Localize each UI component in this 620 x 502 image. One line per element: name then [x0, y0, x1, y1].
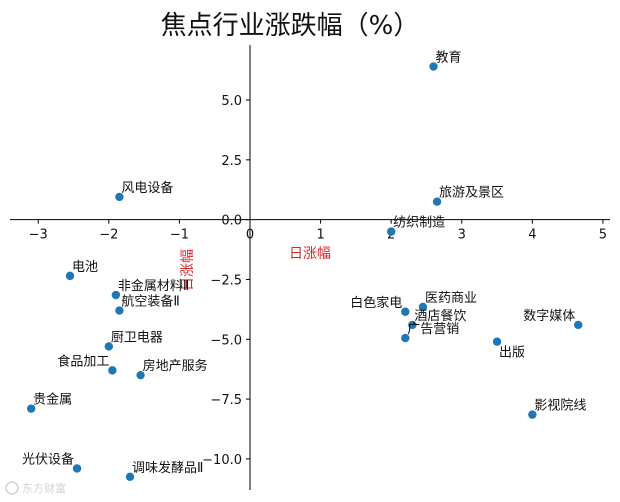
data-point	[574, 320, 583, 330]
y-tick-label: 5.0	[221, 94, 242, 109]
point-label: 出版	[499, 346, 525, 361]
point-label: 酒店餐饮	[414, 308, 466, 324]
x-tick-label: 5	[599, 228, 607, 243]
x-tick-label: 0	[246, 228, 254, 243]
point-label: 数字媒体	[523, 309, 575, 324]
y-tick-label: −2.5	[210, 273, 242, 288]
x-axis-label: 日涨幅	[289, 246, 331, 262]
watermark-text: 东方财富	[22, 481, 66, 495]
point-label: 非金属材料Ⅱ	[118, 278, 189, 294]
point-label: 电池	[72, 260, 98, 275]
data-point	[108, 366, 117, 375]
point-label: 贵金属	[33, 392, 72, 408]
x-tick-label: −2	[99, 228, 118, 243]
y-tick-label: −7.5	[210, 393, 242, 408]
x-tick-label: −3	[29, 228, 48, 243]
data-point	[115, 306, 124, 315]
data-point	[115, 192, 124, 202]
point-label: 厨卫电器	[111, 330, 163, 345]
x-tick-label: −1	[170, 228, 189, 243]
x-tick-label: 4	[528, 228, 536, 243]
point-label: 广告营销	[407, 322, 459, 337]
data-point	[104, 342, 114, 351]
y-tick-label: −10.0	[202, 453, 242, 468]
watermark: 东方财富	[5, 481, 66, 495]
point-label: 航空装备Ⅱ	[121, 294, 179, 310]
point-label: 房地产服务	[143, 358, 208, 374]
data-point	[386, 227, 396, 236]
data-point	[26, 404, 36, 413]
point-label: 医药商业	[425, 291, 477, 306]
data-point	[401, 307, 410, 316]
data-point	[492, 337, 502, 346]
y-ticks: −10.0 −7.5 −5.0 −2.5 0.0 2.5 5.0	[202, 94, 250, 468]
point-label: 调味发酵品Ⅱ	[132, 460, 203, 476]
x-tick-label: 1	[316, 228, 324, 243]
chart-title: 焦点行业涨跌幅（%）	[161, 11, 420, 41]
data-point	[429, 62, 438, 71]
y-tick-label: 0.0	[221, 214, 242, 229]
data-point	[136, 370, 145, 380]
point-label: 纺织制造	[393, 216, 445, 231]
point-label: 旅游及景区	[439, 186, 504, 201]
y-axis-label: 日涨幅	[180, 249, 196, 291]
data-point	[72, 464, 82, 473]
data-point	[125, 472, 135, 482]
data-point	[401, 333, 410, 343]
x-ticks: −3−2−1012345	[29, 219, 607, 243]
point-label: 白色家电	[350, 295, 402, 311]
x-tick-label: 3	[458, 228, 466, 243]
point-label: 风电设备	[121, 180, 173, 196]
watermark-logo-icon	[5, 481, 19, 495]
y-tick-label: 2.5	[221, 154, 242, 169]
point-label: 光伏设备	[22, 451, 74, 467]
data-point	[111, 290, 121, 300]
point-label: 食品加工	[57, 353, 109, 369]
data-point	[408, 320, 417, 330]
point-label: 影视院线	[534, 399, 586, 414]
point-label: 教育	[436, 50, 462, 66]
data-point	[65, 271, 75, 281]
data-point	[528, 410, 537, 419]
data-point	[432, 197, 442, 206]
y-tick-label: −5.0	[210, 333, 242, 348]
data-point	[418, 302, 428, 312]
